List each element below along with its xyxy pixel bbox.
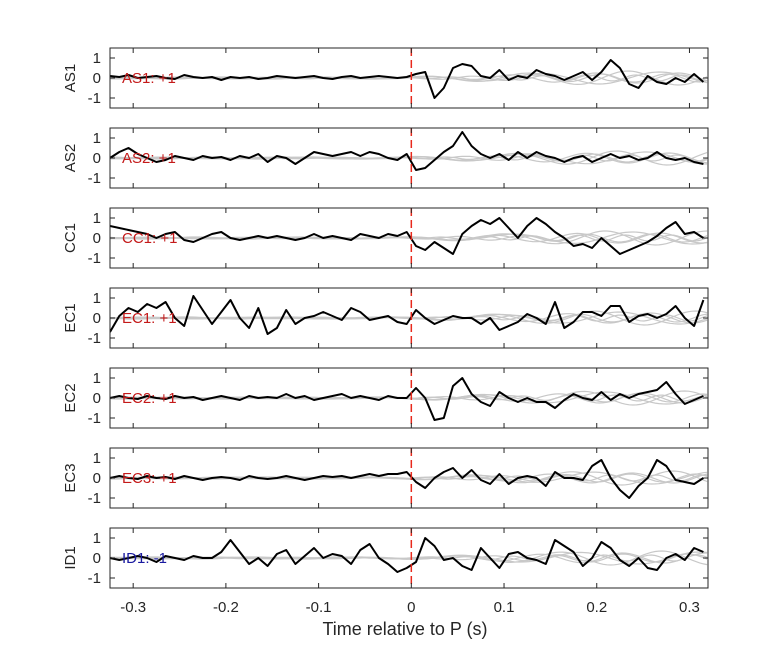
panel-as2: -1 0 1 AS2 AS2: +1 [62, 127, 709, 189]
panel-cc1: -1 0 1 CC1 CC1: +1 [62, 207, 709, 269]
x-tick-label: 0 [407, 599, 415, 616]
y-tick-label: 0 [93, 390, 101, 407]
x-tick-label: -0.1 [306, 599, 332, 616]
panel-ylabel: ID1 [62, 546, 79, 569]
polarity-label: CC1: +1 [122, 230, 177, 247]
y-tick-label: -1 [88, 330, 101, 347]
panel-ylabel: AS2 [62, 144, 79, 172]
polarity-label: AS2: +1 [122, 150, 176, 167]
y-tick-label: 0 [93, 470, 101, 487]
background-trace [110, 314, 708, 322]
panel-ec1: -1 0 1 EC1 EC1: +1 [62, 287, 709, 349]
x-tick-label: 0.2 [586, 599, 607, 616]
y-tick-label: -1 [88, 90, 101, 107]
main-trace-ec1 [110, 295, 705, 335]
y-tick-label: 0 [93, 550, 101, 567]
panel-ec2: -1 0 1 EC2 EC2: +1 [62, 367, 709, 429]
polarity-label: ID1: -1 [122, 550, 167, 567]
y-tick-label: -1 [88, 170, 101, 187]
panel-id1: -1 0 1 ID1 ID1: -1 [62, 527, 709, 589]
y-tick-label: -1 [88, 250, 101, 267]
background-trace [110, 234, 708, 242]
panel-ylabel: EC3 [62, 463, 79, 492]
panel-ylabel: EC2 [62, 383, 79, 412]
y-tick-label: 1 [93, 210, 101, 227]
x-axis-label: Time relative to P (s) [322, 619, 487, 639]
x-tick-label: -0.2 [213, 599, 239, 616]
y-tick-label: -1 [88, 410, 101, 427]
polarity-label: AS1: +1 [122, 70, 176, 87]
y-tick-label: 0 [93, 230, 101, 247]
panel-as1: -1 0 1 AS1 AS1: +1 [62, 47, 709, 109]
y-tick-label: 0 [93, 150, 101, 167]
y-tick-label: -1 [88, 570, 101, 587]
y-tick-label: 0 [93, 310, 101, 327]
panel-ylabel: EC1 [62, 303, 79, 332]
x-tick-label: 0.3 [679, 599, 700, 616]
y-tick-label: 1 [93, 50, 101, 67]
x-tick-label: -0.3 [120, 599, 146, 616]
main-trace-as2 [110, 131, 704, 171]
main-trace-ec3 [110, 459, 704, 499]
panel-ylabel: CC1 [62, 223, 79, 253]
main-trace-cc1 [110, 217, 704, 255]
polarity-label: EC1: +1 [122, 310, 177, 327]
y-tick-label: 1 [93, 530, 101, 547]
main-trace-as1 [110, 59, 705, 99]
x-tick-label: 0.1 [494, 599, 515, 616]
background-traces [110, 230, 708, 246]
y-tick-label: 1 [93, 290, 101, 307]
main-trace-id1 [110, 537, 704, 573]
x-axis: -0.3 -0.2 -0.1 0 0.1 0.2 0.3 [120, 599, 700, 616]
y-tick-label: 1 [93, 370, 101, 387]
y-tick-label: 0 [93, 70, 101, 87]
polarity-label: EC3: +1 [122, 470, 177, 487]
y-tick-label: -1 [88, 490, 101, 507]
main-trace-ec2 [110, 377, 704, 421]
polarity-label: EC2: +1 [122, 390, 177, 407]
panel-ylabel: AS1 [62, 64, 79, 92]
y-tick-label: 1 [93, 450, 101, 467]
panels: -1 0 1 AS1 AS1: +1 -1 0 1 AS2 AS2: +1 -1 0 1 CC1 CC1: … [62, 47, 709, 589]
panel-ec3: -1 0 1 EC3 EC3: +1 [62, 447, 709, 509]
y-tick-label: 1 [93, 130, 101, 147]
